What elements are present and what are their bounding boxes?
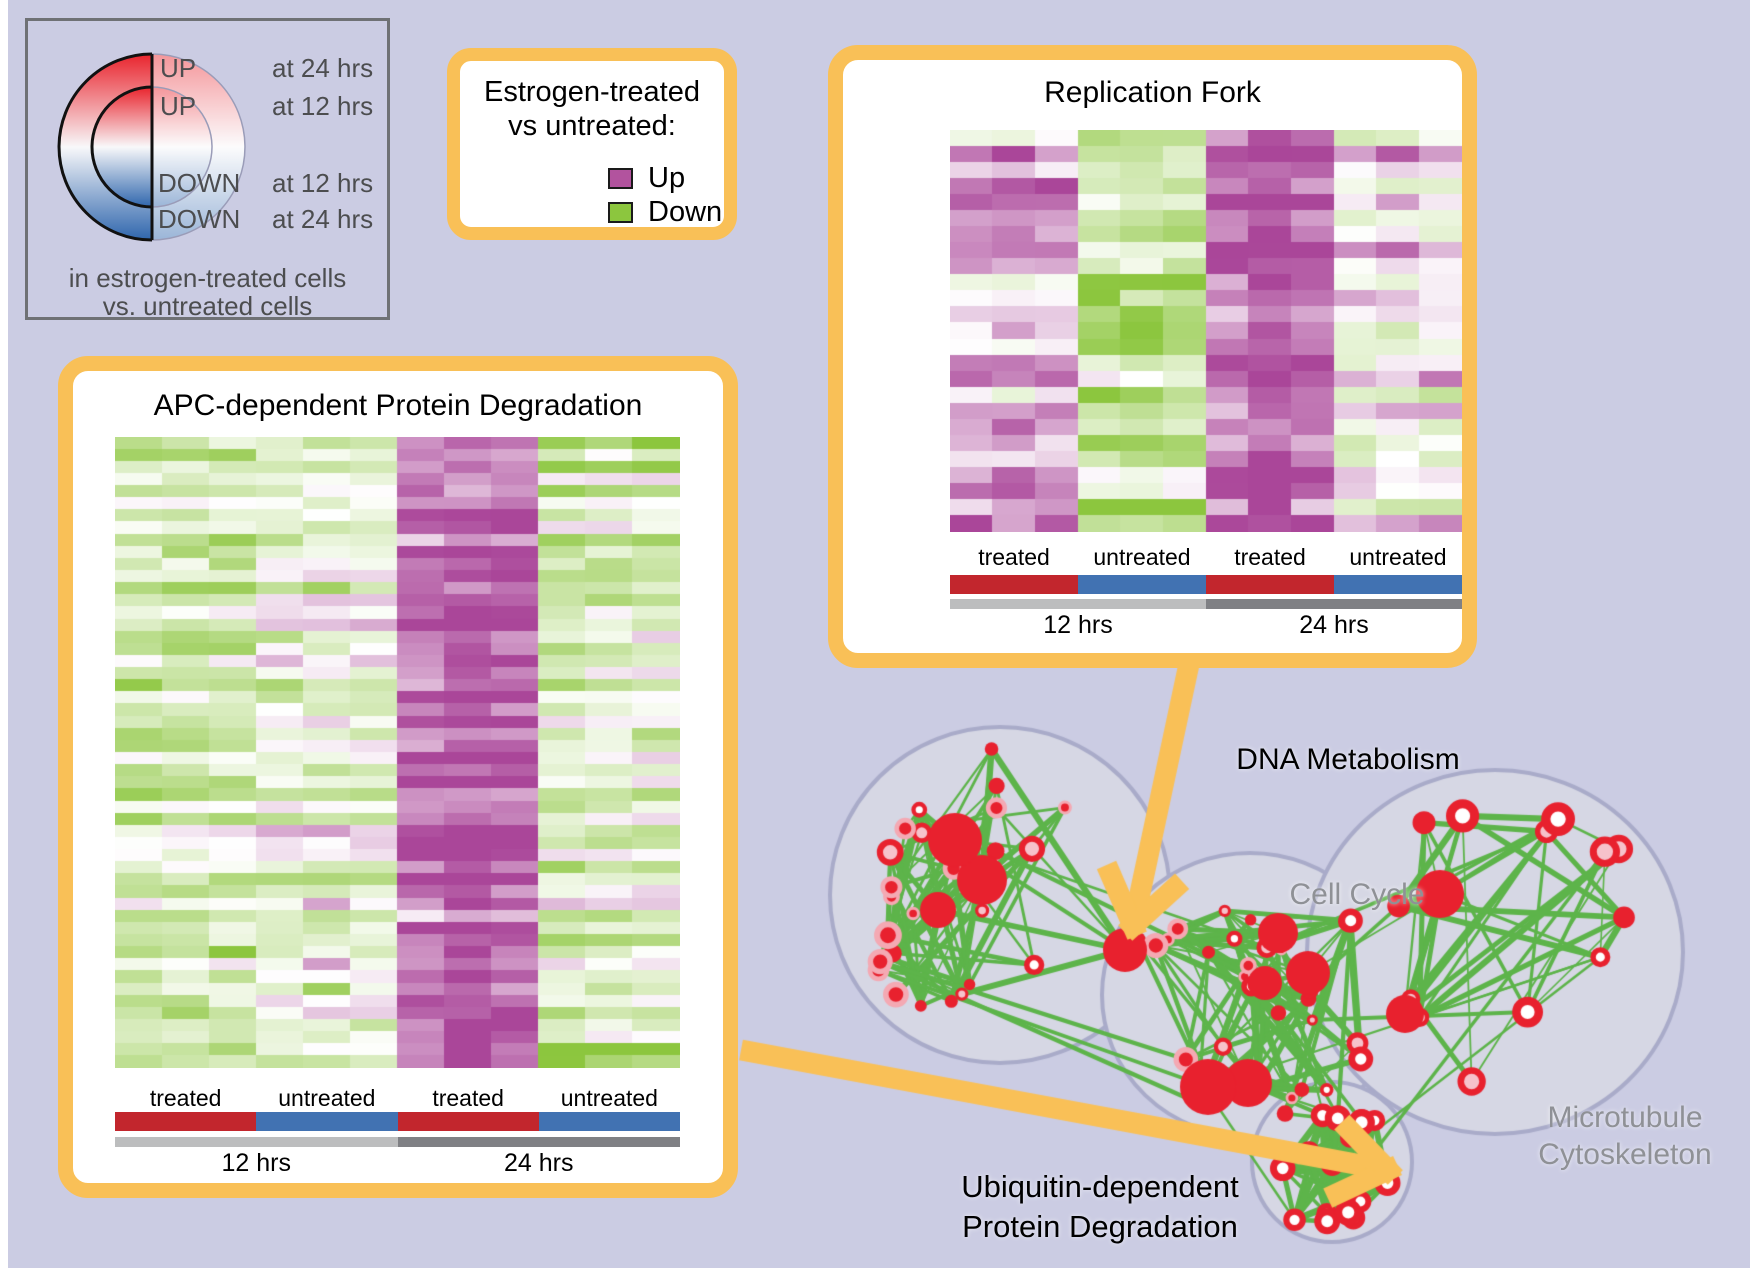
key-caption-line2: vs. untreated cells (102, 291, 313, 321)
untreated-bar (256, 1112, 398, 1131)
up-swatch (608, 168, 633, 189)
faded-right-half (152, 54, 245, 240)
rf-time-labels: 12 hrs 24 hrs (1043, 611, 1369, 639)
replication-fork-heatmap (950, 130, 1462, 532)
apc-panel-title: APC-dependent Protein Degradation (153, 389, 643, 422)
untreated-bar (538, 1112, 680, 1131)
ubiquitin-degradation-label: Ubiquitin-dependent Protein Degradation (961, 1169, 1239, 1244)
treated-bar (397, 1112, 539, 1131)
down-swatch (608, 202, 633, 223)
treated-bar (950, 575, 1078, 594)
key-down-12-time: at 12 hrs (272, 168, 374, 198)
apc-time-bars (115, 1137, 680, 1147)
key-up-24-dir: UP (160, 53, 197, 83)
color-key-box: UP at 24 hrs UP at 12 hrs DOWN at 12 hrs… (25, 18, 390, 320)
bar-24hrs (397, 1137, 680, 1147)
key-up-12-time: at 12 hrs (272, 91, 374, 121)
up-down-ring-diagram (57, 52, 246, 242)
treated-bar (115, 1112, 257, 1131)
microtubule-cytoskeleton-label: Microtubule Cytoskeleton (1538, 1101, 1712, 1171)
replication-fork-panel: Replication Fork treated untreated treat… (828, 45, 1477, 668)
untreated-bar (1078, 575, 1206, 594)
key-down-24-time: at 24 hrs (272, 204, 374, 234)
comparison-legend: Estrogen-treated vs untreated: Up Down (447, 48, 737, 240)
key-up-12-dir: UP (160, 91, 197, 121)
apc-time-labels: 12 hrs 24 hrs (221, 1149, 574, 1177)
apc-degradation-panel: APC-dependent Protein Degradation treate… (58, 356, 738, 1198)
key-down-24-dir: DOWN (158, 204, 241, 234)
down-label: Down (648, 196, 723, 228)
comparison-legend-title: Estrogen-treated vs untreated: (483, 76, 700, 142)
replication-fork-title: Replication Fork (1044, 76, 1261, 109)
up-label: Up (648, 162, 686, 194)
apc-heatmap (115, 437, 680, 1068)
key-down-12-dir: DOWN (158, 168, 241, 198)
rf-time-bars (950, 599, 1462, 609)
apc-condition-bars (115, 1112, 680, 1131)
bar-12hrs (115, 1137, 398, 1147)
rf-condition-bars (950, 575, 1462, 594)
dna-metabolism-label: DNA Metabolism (1236, 743, 1460, 776)
apc-condition-labels: treated untreated treated untreated (149, 1085, 658, 1111)
treated-bar (1206, 575, 1334, 594)
cell-cycle-label: Cell Cycle (1289, 878, 1425, 911)
key-up-24-time: at 24 hrs (272, 53, 374, 83)
untreated-bar (1334, 575, 1462, 594)
rf-condition-labels: treated untreated treated untreated (978, 544, 1447, 570)
key-caption-line1: in estrogen-treated cells (68, 263, 347, 293)
bar-12hrs (950, 599, 1206, 609)
bar-24hrs (1206, 599, 1462, 609)
